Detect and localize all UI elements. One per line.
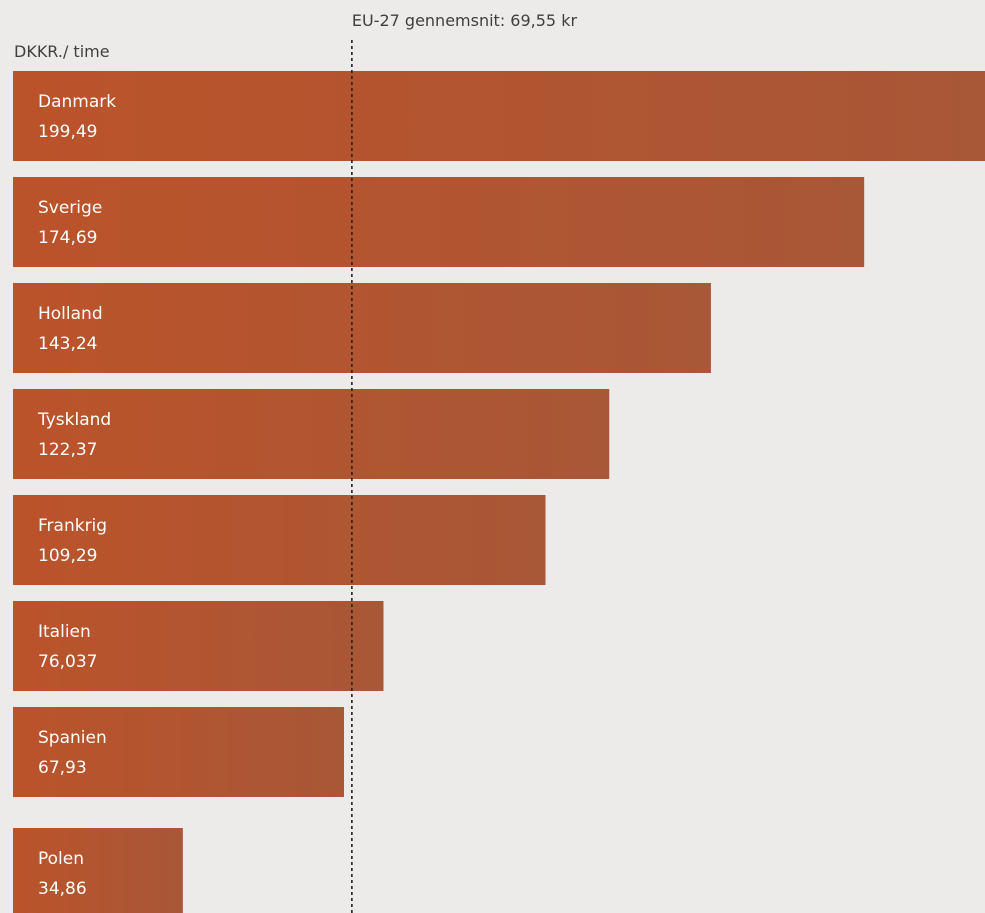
bar-value-label: 109,29	[38, 546, 97, 566]
bars-group: Danmark 199,49 Sverige 174,69 Holland 143,24 T…	[13, 71, 985, 913]
bar-label: Italien	[38, 622, 91, 642]
bar-label: Danmark	[38, 92, 116, 112]
bar-value-label: 122,37	[38, 440, 97, 460]
bar-value-label: 34,86	[38, 879, 87, 899]
bar-italien	[13, 601, 384, 691]
bar-tyskland	[13, 389, 610, 479]
bar-value-label: 174,69	[38, 228, 97, 248]
bar-label: Holland	[38, 304, 103, 324]
bar-frankrig	[13, 495, 546, 585]
eu-average-label: EU-27 gennemsnit: 69,55 kr	[352, 11, 578, 30]
bar-label: Polen	[38, 849, 84, 869]
bar-spanien	[13, 707, 344, 797]
bar-danmark	[13, 71, 985, 161]
bar-value-label: 143,24	[38, 334, 97, 354]
bar-label: Sverige	[38, 198, 102, 218]
unit-label: DKKR./ time	[14, 42, 110, 61]
bar-value-label: 76,037	[38, 652, 97, 672]
bar-sverige	[13, 177, 865, 267]
bar-value-label: 67,93	[38, 758, 87, 778]
bar-polen	[13, 828, 183, 913]
bar-label: Frankrig	[38, 516, 107, 536]
bar-value-label: 199,49	[38, 122, 97, 142]
bar-label: Spanien	[38, 728, 107, 748]
bar-label: Tyskland	[37, 410, 111, 430]
bar-holland	[13, 283, 711, 373]
